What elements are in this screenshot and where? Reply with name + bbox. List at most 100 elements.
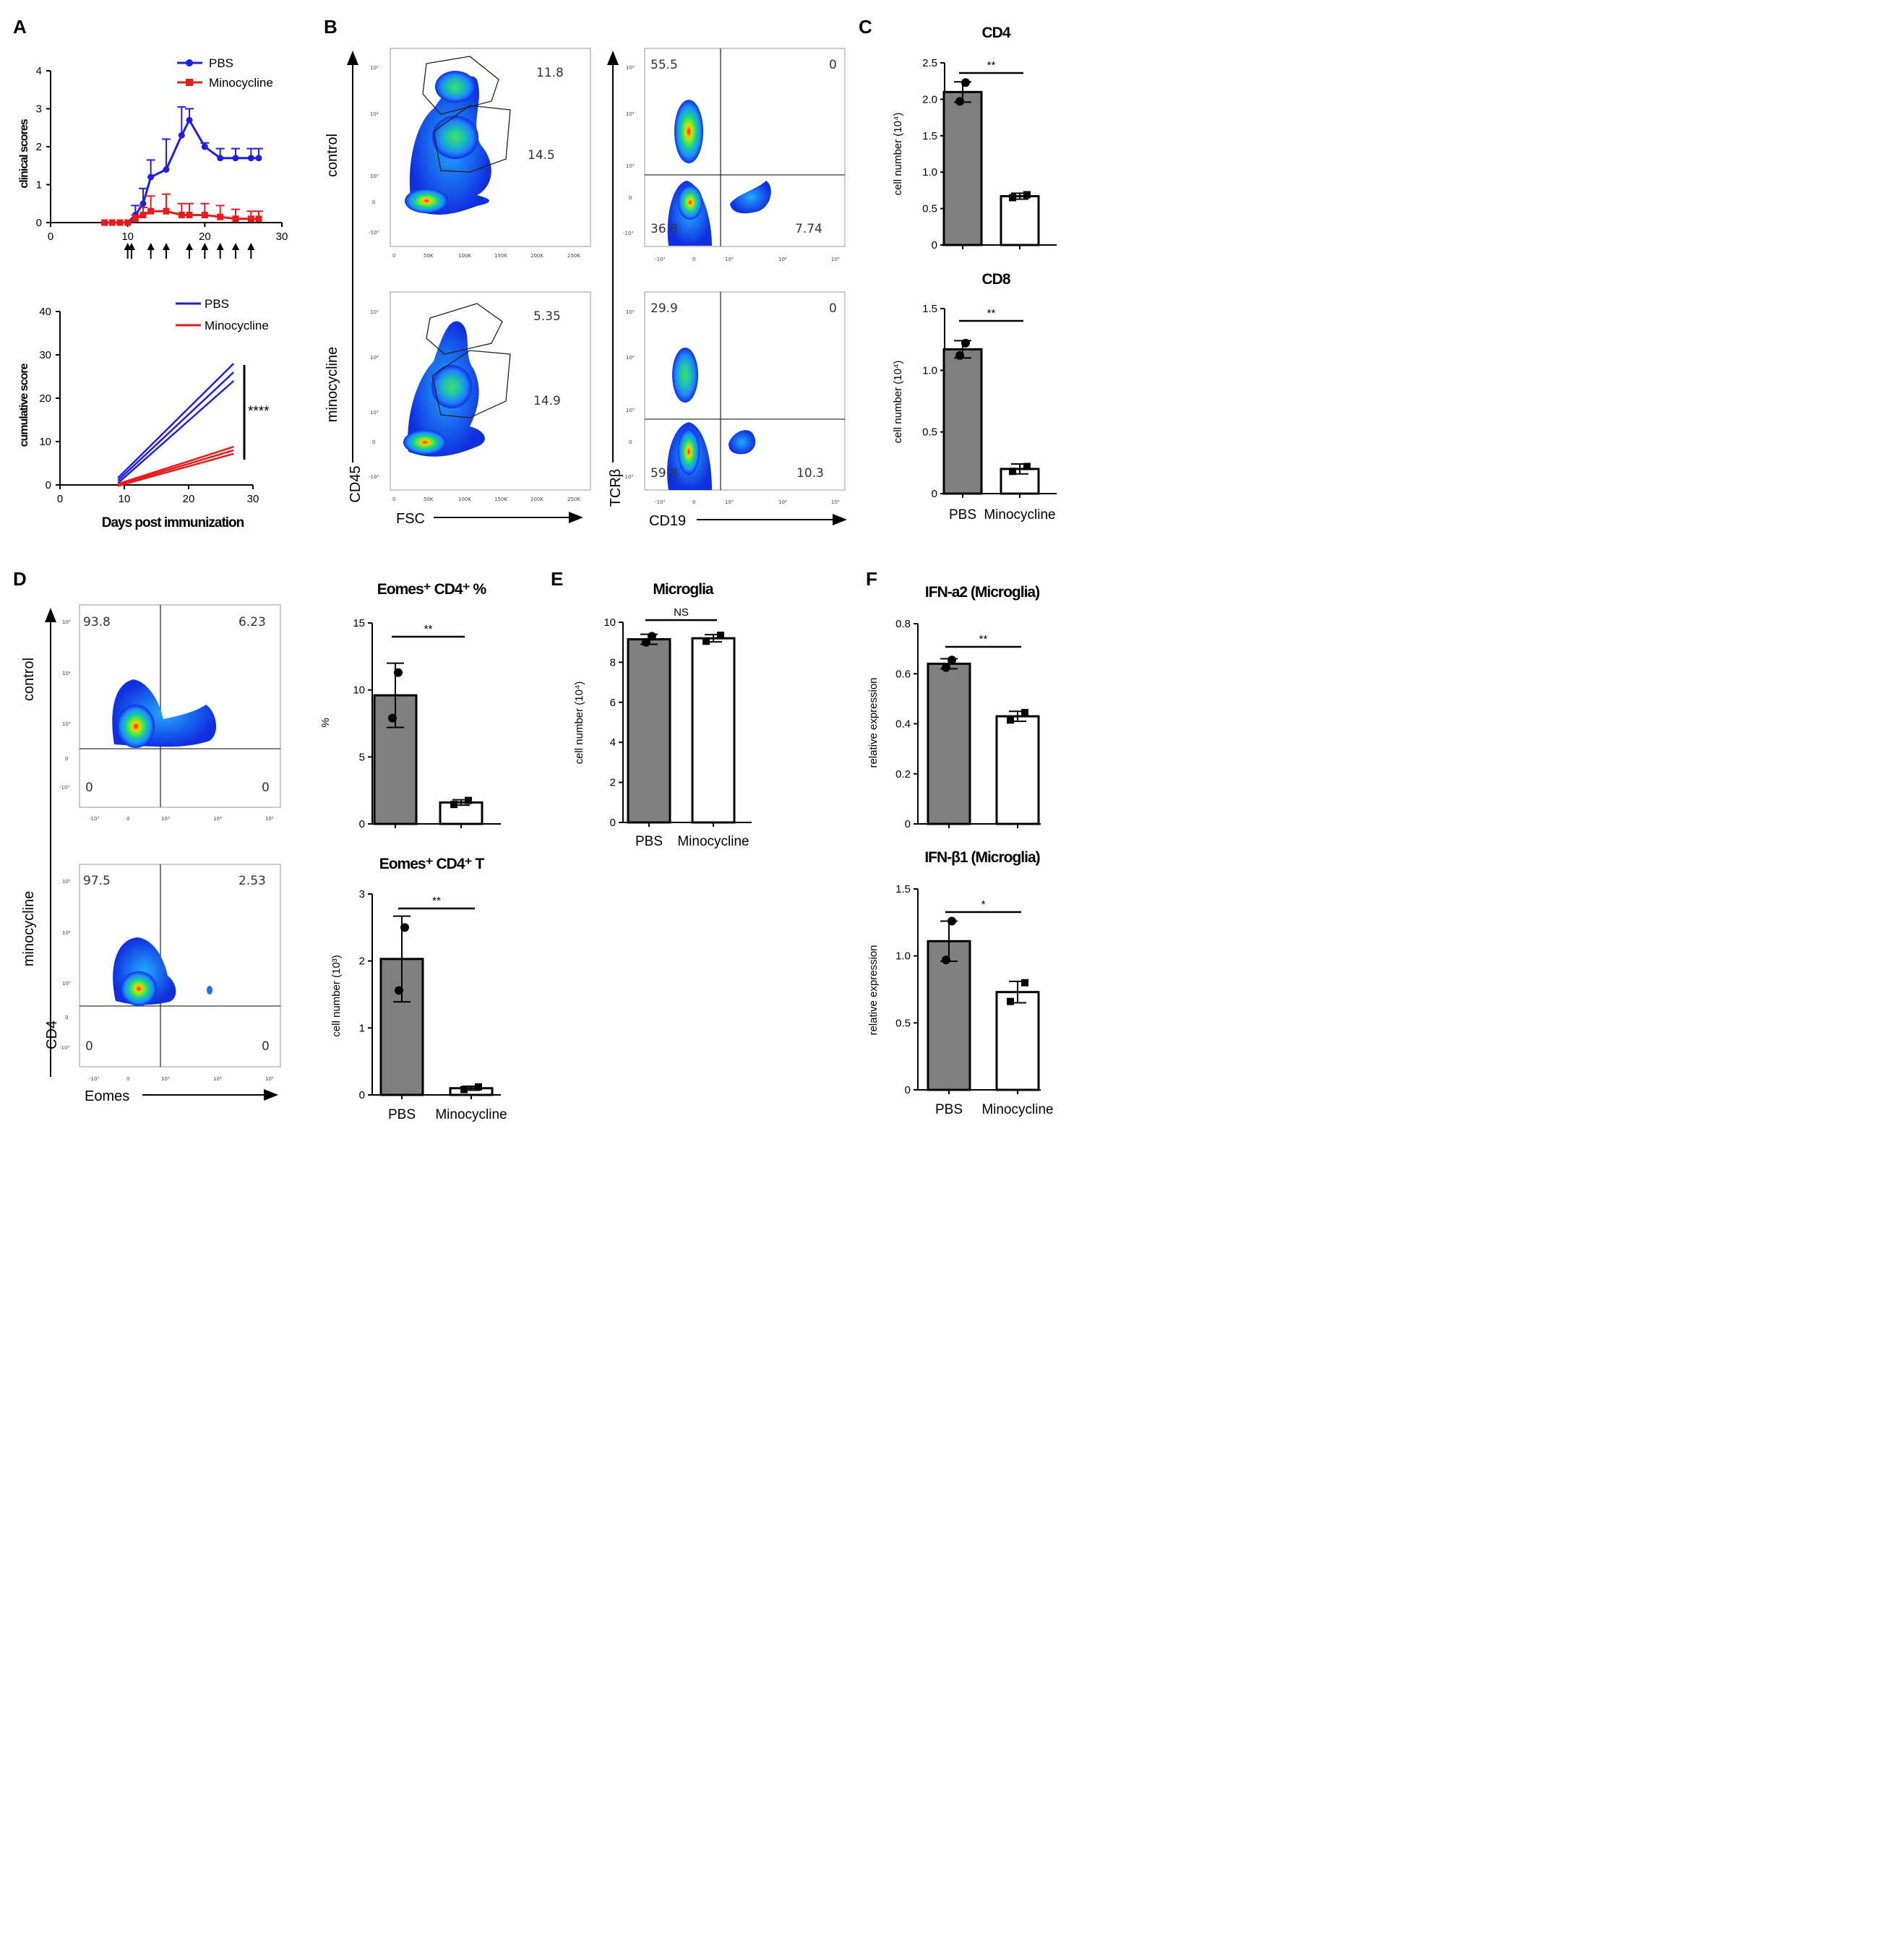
- log-x-ticks-d-minocycline: -10³ 0 10³ 10⁴ 10⁵: [89, 1076, 274, 1082]
- y-tick-label: 1.0: [895, 950, 911, 963]
- tick-label: 0: [392, 253, 395, 259]
- y-tick-label: 0: [359, 818, 365, 830]
- log-y-ticks-b-left-control: 10⁵ 10⁴ 10³ 0 -10³: [369, 65, 379, 236]
- bar-pbs: [942, 348, 983, 495]
- y-tick-label: 0.4: [895, 718, 911, 731]
- flow-plot-cd4-eomes-control: 93.8 6.23 0 0: [79, 604, 281, 808]
- y-tick-label: 2.0: [922, 93, 937, 106]
- data-point: [232, 155, 239, 162]
- density-cloud: [730, 181, 771, 214]
- tick-label: 10⁴: [62, 930, 71, 936]
- tick-label: -10³: [89, 816, 99, 822]
- y-tick-label: 4: [610, 736, 616, 749]
- y-axis-label: cell number (10⁴): [573, 682, 585, 765]
- legend-marker: [186, 59, 193, 66]
- data-point: [217, 155, 224, 162]
- tick-label: 10⁵: [370, 65, 379, 71]
- log-y-ticks-b-right-control: 10⁵ 10⁴ 10³ 0 -10³: [623, 65, 635, 236]
- data-point: [942, 663, 950, 672]
- panel-label-d: D: [13, 568, 27, 590]
- tick-label: 0: [372, 439, 375, 445]
- quadrant-percent: 55.5: [650, 58, 678, 72]
- tick-label: 10⁴: [778, 499, 787, 505]
- data-point: [247, 155, 254, 162]
- density-cluster: [121, 971, 157, 1006]
- y-tick-label: 0: [36, 217, 42, 229]
- confidence-band-line: [117, 446, 234, 485]
- data-point: [1021, 979, 1028, 987]
- treatment-arrow-head: [232, 243, 239, 250]
- treatment-arrow-head: [147, 243, 155, 250]
- y-tick-label: 1.0: [922, 166, 937, 179]
- tick-label: 50K: [424, 253, 434, 259]
- tick-label: -10³: [655, 499, 665, 505]
- tick-label: -10³: [59, 785, 69, 791]
- density-cluster: [435, 71, 476, 103]
- quadrant-percent: 0: [85, 1039, 93, 1054]
- tick-label: 10⁵: [626, 309, 635, 315]
- quadrant-percent: 6.23: [239, 615, 266, 629]
- tick-label: 10⁵: [831, 257, 840, 262]
- tick-label: -10³: [369, 474, 379, 480]
- data-point: [139, 200, 147, 207]
- gate-percent: 5.35: [533, 309, 561, 324]
- density-cluster: [678, 429, 700, 475]
- y-tick-label: 2: [610, 777, 616, 789]
- data-point: [400, 923, 409, 932]
- legend-label: Minocycline: [209, 76, 273, 90]
- data-point: [163, 207, 170, 215]
- quadrant-percent: 36.8: [650, 222, 678, 236]
- data-point: [232, 215, 239, 223]
- data-point: [132, 215, 139, 223]
- data-point: [648, 632, 656, 641]
- data-point: [942, 955, 950, 965]
- data-point: [147, 207, 155, 215]
- tick-label: 10⁴: [370, 111, 379, 117]
- data-point: [717, 632, 724, 640]
- bar-pbs: [927, 662, 971, 825]
- tick-label: 100K: [458, 253, 471, 259]
- chart-eomes-cd4-percent: Eomes⁺ CD4⁺ % 0 5 10 15% **: [319, 581, 501, 830]
- tick-label: 10⁴: [62, 671, 71, 676]
- quadrant-percent: 0: [829, 58, 837, 72]
- quadrant-percent: 0: [829, 301, 837, 316]
- tick-label: 10³: [370, 173, 379, 179]
- tick-label: -10³: [369, 230, 379, 236]
- treatment-arrow-head: [216, 243, 224, 250]
- x-category-label: Minocycline: [435, 1107, 507, 1122]
- chart-ifn-a2-expression: IFN-a2 (Microglia) 0 0.2 0.4 0.6 0.8 relative …: [867, 584, 1041, 830]
- density-cluster: [403, 430, 447, 455]
- x-tick-label: 10: [121, 231, 134, 243]
- y-tick-label: 10: [353, 684, 365, 697]
- data-point: [948, 916, 956, 926]
- tick-label: -10³: [623, 231, 633, 236]
- y-tick-label: 10: [39, 436, 51, 448]
- data-point: [163, 166, 170, 173]
- data-point: [395, 986, 403, 995]
- gate-polygon: [422, 56, 499, 115]
- y-tick-label: 4: [36, 65, 42, 77]
- data-point: [201, 143, 208, 150]
- legend-label: PBS: [205, 297, 229, 311]
- flow-plot-cd45-fsc-minocycline: 5.35 14.9: [390, 291, 591, 491]
- tick-label: 150K: [494, 497, 507, 502]
- tick-label: 200K: [530, 253, 543, 259]
- x-category-label: PBS: [388, 1107, 416, 1122]
- log-y-ticks-b-left-minocycline: 10⁵ 10⁴ 10³ 0 -10³: [369, 309, 379, 480]
- data-point: [186, 212, 193, 218]
- tick-label: 10⁴: [213, 1076, 222, 1082]
- y-tick-label: 15: [353, 617, 365, 629]
- chart-title: Eomes⁺ CD4⁺ T: [379, 856, 485, 872]
- chart-title: CD4: [981, 25, 1010, 41]
- y-tick-label: 0: [905, 1084, 911, 1096]
- chart-title: Eomes⁺ CD4⁺ %: [377, 581, 487, 598]
- x-tick-label: 30: [276, 231, 288, 243]
- tick-label: 0: [629, 439, 632, 445]
- chart-cumulative-score: 0 10 20 30 40 0 10 20 30 cumulative score Days pos…: [18, 297, 270, 530]
- quadrant-percent: 97.5: [83, 874, 111, 888]
- flow-panel-b: control minocycline CD45 FSC 11.8 14.5 5…: [325, 48, 847, 529]
- significance-label: **: [424, 623, 433, 635]
- tick-label: 250K: [567, 497, 580, 502]
- density-cluster: [431, 365, 472, 408]
- y-tick-label: 1.5: [895, 883, 911, 895]
